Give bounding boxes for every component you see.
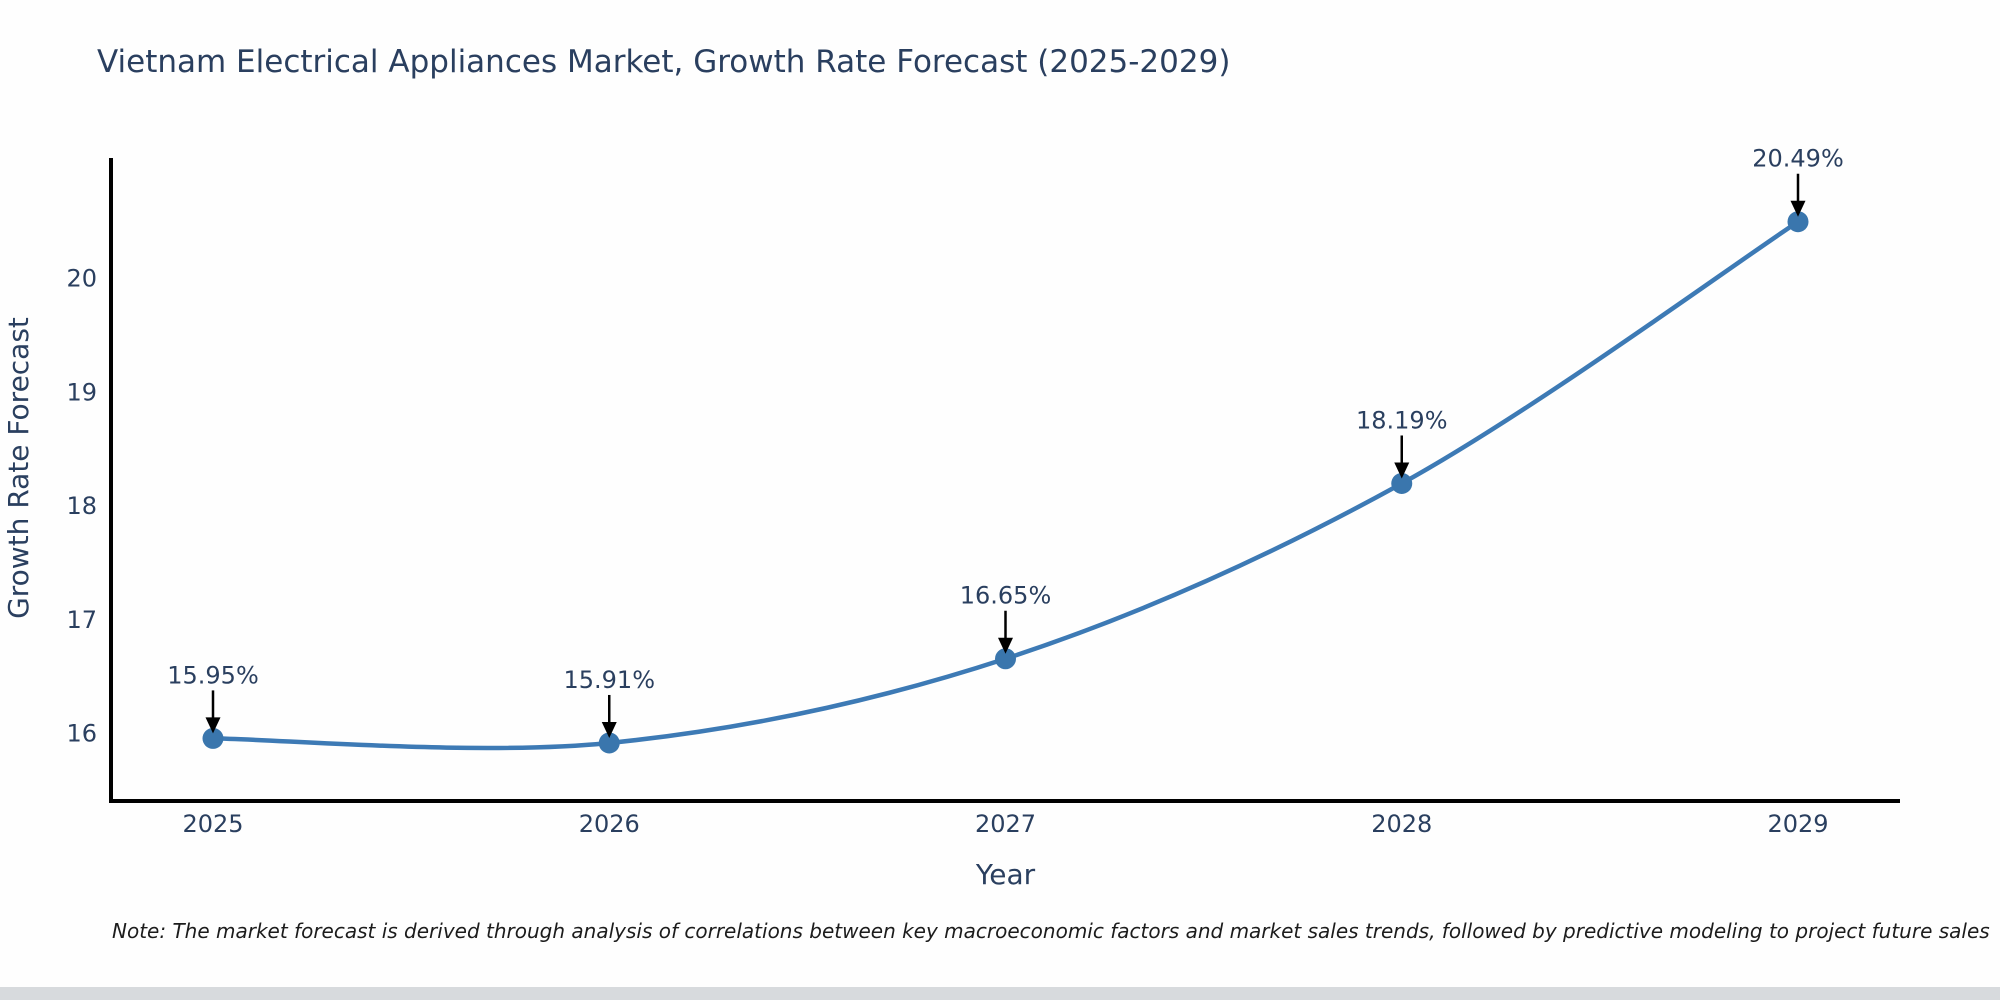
chart-title: Vietnam Electrical Appliances Market, Gr… [97, 44, 1231, 80]
y-tick-label: 19 [66, 378, 97, 406]
data-point-label: 18.19% [1356, 406, 1448, 434]
window-bottom-edge [0, 987, 2000, 1000]
data-point-label: 16.65% [960, 582, 1052, 610]
y-axis-title: Growth Rate Forecast [2, 317, 35, 619]
x-tick-label: 2028 [1371, 810, 1432, 838]
annotation-arrowhead [601, 721, 617, 738]
data-point-2029 [1787, 211, 1809, 233]
data-point-label: 15.91% [563, 666, 655, 694]
annotation-arrowhead [998, 637, 1013, 654]
data-point-label: 15.95% [167, 661, 259, 689]
annotation-arrowhead [205, 717, 221, 734]
data-point-label: 20.49% [1752, 145, 1844, 173]
data-point-2025 [202, 727, 224, 749]
x-tick-label: 2027 [975, 810, 1036, 838]
annotation-arrowhead [1394, 462, 1410, 479]
x-tick-label: 2026 [579, 810, 640, 838]
x-axis-title: Year [975, 858, 1036, 891]
x-tick-label: 2025 [182, 810, 243, 838]
annotation-arrowhead [1790, 200, 1806, 217]
y-tick-label: 18 [66, 492, 97, 520]
y-tick-label: 17 [66, 606, 97, 634]
x-tick-label: 2029 [1767, 810, 1828, 838]
data-point-2027 [995, 648, 1016, 670]
data-point-2026 [598, 732, 620, 754]
y-tick-label: 16 [66, 720, 97, 748]
y-tick-label: 20 [66, 264, 97, 292]
data-point-2028 [1391, 472, 1413, 494]
footnote: Note: The market forecast is derived thr… [112, 919, 1990, 943]
